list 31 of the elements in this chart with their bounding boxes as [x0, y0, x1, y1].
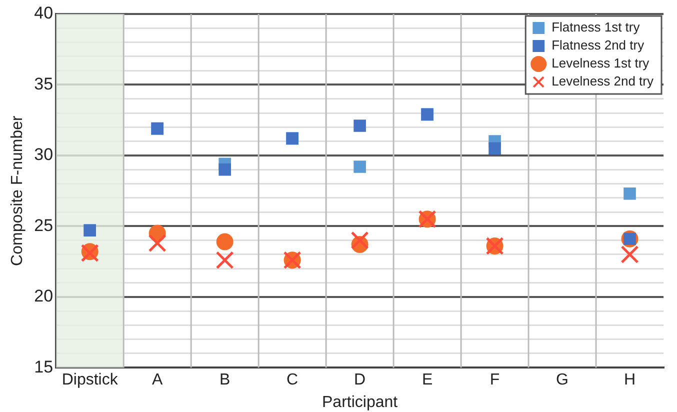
legend-label: Flatness 2nd try: [552, 38, 645, 53]
x-tick-label: B: [219, 372, 230, 389]
legend-label: Levelness 1st try: [552, 56, 650, 71]
legend-label: Levelness 2nd try: [552, 74, 654, 89]
point: [218, 163, 231, 176]
x-tick-label: H: [624, 372, 636, 389]
x-tick-label: Dipstick: [62, 372, 119, 389]
point: [148, 234, 166, 252]
point: [620, 245, 639, 264]
point: [216, 233, 234, 250]
x-tick-label: C: [286, 372, 298, 389]
legend-label: Flatness 1st try: [552, 20, 640, 35]
y-tick-label: 30: [34, 145, 54, 164]
y-tick-label: 20: [34, 286, 54, 306]
x-tick-label: A: [152, 372, 164, 389]
point: [350, 231, 369, 250]
x-tick-label: D: [354, 372, 366, 389]
y-tick-label: 15: [34, 357, 54, 376]
x-tick-label: E: [422, 372, 433, 389]
x-tick-label: G: [556, 372, 568, 389]
y-axis-title: Composite F-number: [9, 114, 26, 266]
point: [488, 142, 501, 155]
y-tick-label: 25: [34, 216, 54, 235]
point: [216, 251, 234, 270]
x-axis-title: Participant: [322, 394, 398, 411]
point: [354, 160, 366, 173]
point: [624, 187, 636, 200]
y-tick-label: 35: [34, 74, 54, 94]
point: [354, 120, 366, 132]
x-tick-label: F: [490, 372, 500, 389]
y-tick-label: 40: [34, 4, 54, 23]
